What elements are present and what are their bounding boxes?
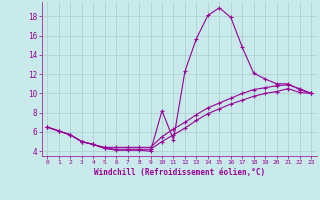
X-axis label: Windchill (Refroidissement éolien,°C): Windchill (Refroidissement éolien,°C) bbox=[94, 168, 265, 177]
